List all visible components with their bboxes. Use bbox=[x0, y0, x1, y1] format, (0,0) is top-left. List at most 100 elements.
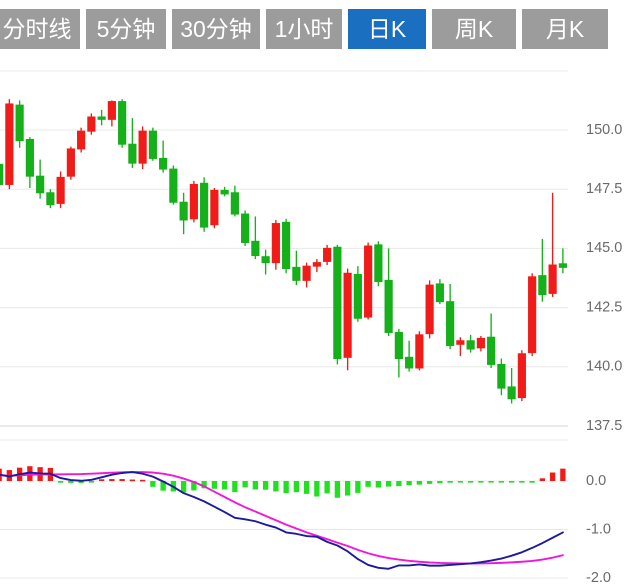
tab-7[interactable]: 月K bbox=[522, 9, 608, 49]
kline-chart-svg[interactable]: 150.0 147.5 145.0 142.5 140.0 137.5 0.0 -1.0 -2… bbox=[0, 56, 628, 585]
candle bbox=[394, 328, 403, 378]
candle bbox=[507, 367, 516, 404]
macd-bar bbox=[549, 472, 556, 481]
candle-body bbox=[128, 143, 137, 164]
candle-body bbox=[179, 201, 188, 221]
candle-body bbox=[230, 192, 239, 215]
macd-bar bbox=[529, 481, 535, 483]
macd-bar bbox=[232, 481, 238, 493]
macd-axis-tick-label: 0.0 bbox=[586, 473, 606, 489]
candle-body bbox=[312, 262, 321, 267]
price-axis-tick-label: 150.0 bbox=[586, 122, 622, 138]
macd-bar bbox=[68, 481, 74, 483]
candle-body bbox=[292, 266, 301, 281]
candle-body bbox=[56, 176, 65, 204]
macd-bar bbox=[406, 481, 412, 486]
candle-body bbox=[36, 175, 45, 194]
macd-bar bbox=[293, 481, 300, 493]
macd-bar bbox=[129, 479, 136, 482]
candle bbox=[230, 185, 239, 217]
macd-gridlines bbox=[0, 439, 568, 579]
macd-bar bbox=[478, 481, 484, 483]
macd-bar bbox=[334, 481, 341, 498]
candle-body bbox=[159, 157, 168, 170]
tab-label: 日K bbox=[367, 15, 407, 42]
candle-body bbox=[548, 264, 557, 294]
candle bbox=[179, 192, 188, 235]
candle bbox=[118, 99, 127, 148]
price-axis-tick-label: 142.5 bbox=[586, 299, 622, 315]
candle-body bbox=[353, 273, 362, 319]
macd-bar bbox=[324, 481, 330, 494]
candle-body bbox=[435, 283, 444, 303]
macd-bar bbox=[560, 468, 566, 481]
macd-bar bbox=[365, 481, 371, 487]
candlestick-series bbox=[0, 99, 567, 404]
candle bbox=[497, 358, 506, 396]
macd-dea-line bbox=[0, 471, 564, 565]
tab-6[interactable]: 周K bbox=[432, 9, 516, 49]
macd-bar bbox=[344, 481, 351, 496]
tab-label: 月K bbox=[545, 15, 585, 42]
candle-body bbox=[558, 263, 567, 268]
candle-body bbox=[405, 356, 414, 369]
price-axis-tick-label: 147.5 bbox=[586, 181, 622, 197]
candle bbox=[558, 248, 567, 274]
candle-body bbox=[107, 101, 116, 120]
candle-body bbox=[66, 148, 75, 177]
candle bbox=[517, 350, 526, 402]
candle bbox=[374, 241, 383, 287]
macd-bar bbox=[385, 481, 392, 487]
candle bbox=[425, 280, 434, 339]
candle-body bbox=[15, 104, 24, 142]
candle-body bbox=[210, 189, 219, 226]
macd-bar bbox=[375, 481, 382, 488]
candle bbox=[46, 189, 55, 209]
candle bbox=[148, 127, 157, 161]
candle-body bbox=[487, 336, 496, 365]
candle bbox=[77, 127, 86, 153]
macd-histogram bbox=[0, 466, 566, 498]
candle-body bbox=[138, 130, 147, 164]
macd-bar bbox=[283, 481, 289, 494]
tab-3[interactable]: 30分钟 bbox=[172, 9, 260, 49]
candle bbox=[138, 126, 147, 170]
candle bbox=[210, 188, 219, 229]
candle-body bbox=[200, 182, 209, 228]
candle bbox=[415, 331, 424, 371]
candle bbox=[25, 137, 34, 189]
candle bbox=[405, 340, 414, 372]
tab-5[interactable]: 日K bbox=[348, 9, 426, 49]
candle-body bbox=[425, 284, 434, 335]
macd-bar bbox=[57, 481, 64, 483]
tab-4[interactable]: 1小时 bbox=[266, 9, 342, 49]
candle-body bbox=[497, 363, 506, 389]
candle bbox=[36, 159, 45, 199]
tab-1[interactable]: 分时线 bbox=[0, 9, 80, 49]
candle-body bbox=[282, 221, 291, 270]
candle bbox=[66, 146, 75, 180]
candle bbox=[487, 313, 496, 368]
candle-body bbox=[169, 168, 178, 203]
price-axis-tick-label: 145.0 bbox=[586, 240, 622, 256]
macd-axis-labels: 0.0 -1.0 -2.0 bbox=[586, 473, 611, 585]
macd-bar bbox=[447, 481, 453, 483]
candle bbox=[384, 248, 393, 337]
candle-body bbox=[528, 276, 537, 354]
candle-body bbox=[456, 340, 465, 345]
candle-body bbox=[476, 337, 485, 349]
candle bbox=[251, 216, 260, 260]
candle-body bbox=[261, 256, 270, 264]
candle bbox=[435, 279, 444, 305]
candle bbox=[169, 165, 178, 205]
macd-bar bbox=[519, 481, 525, 483]
candle bbox=[323, 244, 332, 265]
chart-area: 150.0 147.5 145.0 142.5 140.0 137.5 0.0 -1.0 -2… bbox=[0, 56, 628, 585]
candle bbox=[476, 336, 485, 352]
macd-axis-tick-label: -1.0 bbox=[586, 521, 611, 537]
macd-bar bbox=[78, 481, 84, 483]
candle-body bbox=[517, 353, 526, 399]
candle bbox=[241, 210, 250, 247]
tab-2[interactable]: 5分钟 bbox=[86, 9, 166, 49]
candle-body bbox=[97, 116, 106, 120]
